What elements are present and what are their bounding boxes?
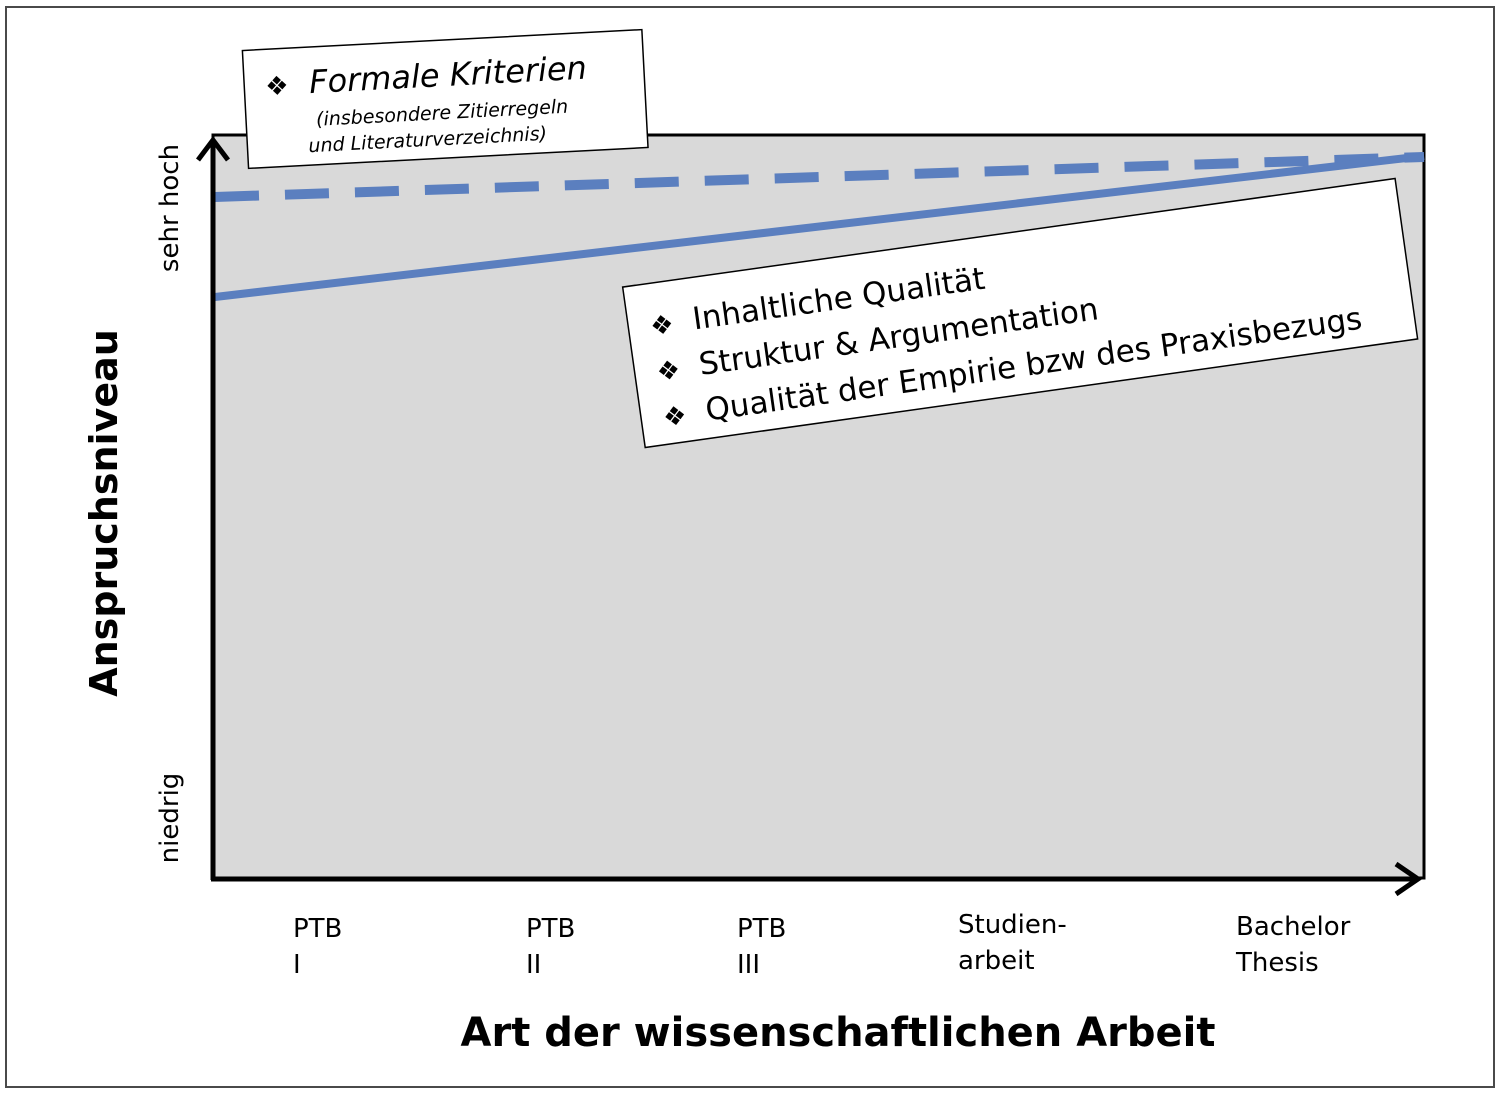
y-axis-arrowhead	[196, 135, 230, 162]
y-axis-title: Anspruchsniveau	[82, 329, 126, 697]
diamond-bullet-icon: ❖	[265, 71, 290, 102]
x-category-ptb1: PTB I	[293, 914, 351, 980]
diamond-bullet-icon: ❖	[648, 309, 675, 342]
x-category-bachelor-thesis: Bachelor Thesis	[1235, 912, 1359, 978]
callout-formal-box	[241, 28, 649, 170]
callout-formal-criteria: ❖ Formale Kriterien (insbesondere Zitier…	[241, 28, 649, 170]
y-low-label: niedrig	[155, 773, 185, 864]
callout-content-box	[621, 177, 1419, 449]
x-category-ptb2: PTB II	[526, 914, 584, 980]
x-axis-arrowhead	[1394, 861, 1423, 897]
y-high-label: sehr hoch	[155, 144, 185, 272]
x-category-studienarbeit: Studien- arbeit	[958, 910, 1075, 976]
diamond-bullet-icon: ❖	[655, 355, 682, 388]
formal-criteria-line	[214, 152, 1425, 202]
x-axis-title: Art der wissenschaftlichen Arbeit	[461, 1010, 1216, 1056]
x-category-ptb3: PTB III	[737, 914, 795, 980]
content-quality-line	[214, 152, 1425, 301]
diamond-bullet-icon: ❖	[661, 401, 688, 434]
